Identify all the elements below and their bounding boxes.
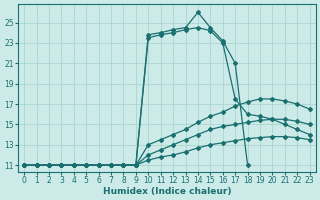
X-axis label: Humidex (Indice chaleur): Humidex (Indice chaleur) (103, 187, 231, 196)
